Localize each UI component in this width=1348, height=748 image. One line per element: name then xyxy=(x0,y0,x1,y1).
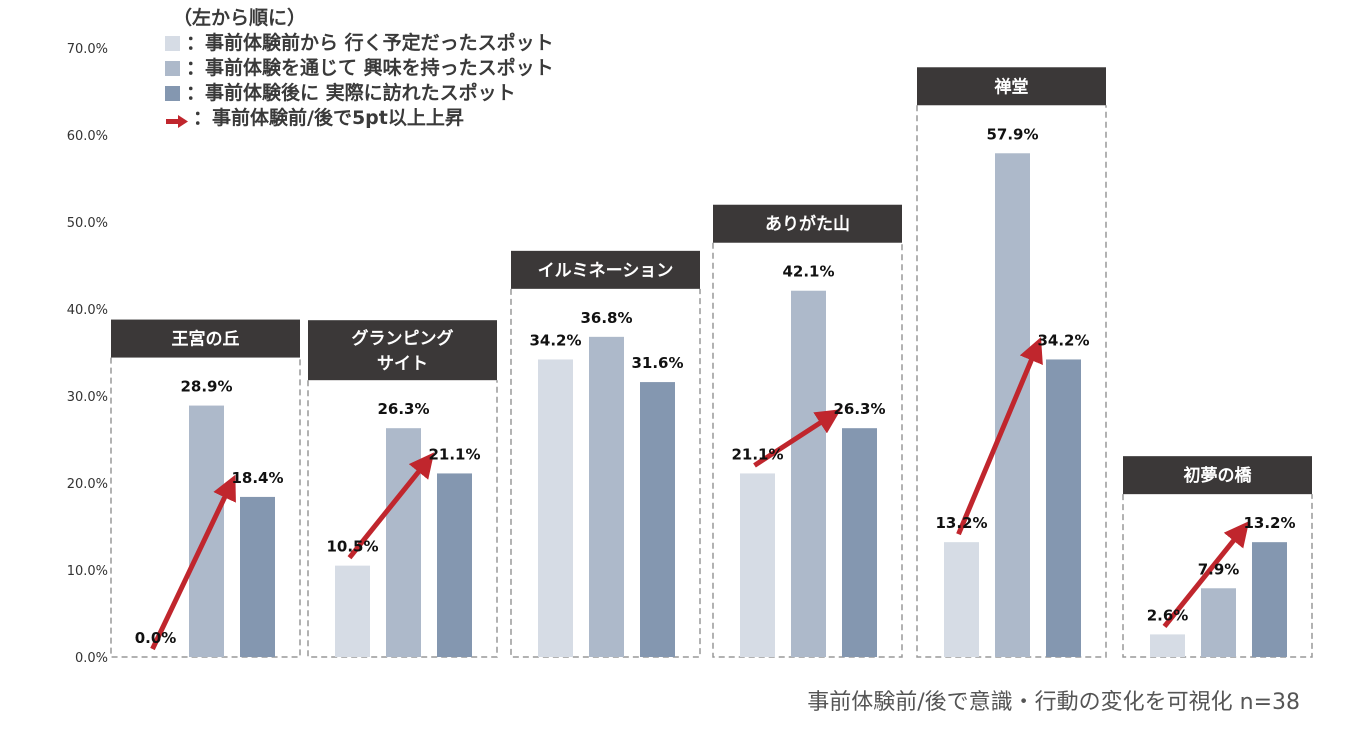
group-frame xyxy=(712,242,903,658)
increase-arrow xyxy=(753,409,842,468)
footer-note: 事前体験前/後で意識・行動の変化を可視化 n=38 xyxy=(807,690,1300,715)
legend-item-interest: ：事前体験を通じて 興味を持ったスポット xyxy=(165,56,554,81)
group-title: ありがた山 xyxy=(765,214,850,235)
y-tick-label: 20.0% xyxy=(67,477,108,492)
legend: （左から順に） ：事前体験前から 行く予定だったスポット ：事前体験を通じて 興… xyxy=(165,6,554,131)
data-label: 57.9% xyxy=(986,125,1038,143)
data-label: 13.2% xyxy=(935,514,987,532)
legend-arrow-icon xyxy=(165,111,189,128)
data-label: 26.3% xyxy=(377,400,429,418)
group-title: グランピング xyxy=(352,328,454,349)
group-title-box xyxy=(1123,456,1312,495)
legend-swatch-interest xyxy=(165,61,180,76)
legend-heading: （左から順に） xyxy=(173,7,307,29)
group-title: イルミネーション xyxy=(538,261,674,281)
legend-label-visited: ：事前体験後に 実際に訪れたスポット xyxy=(186,82,516,104)
data-label: 28.9% xyxy=(180,378,232,396)
data-label: 42.1% xyxy=(782,263,834,281)
y-tick-label: 50.0% xyxy=(67,216,108,231)
bar xyxy=(1046,359,1081,657)
data-label: 0.0% xyxy=(135,629,177,647)
increase-arrow xyxy=(347,452,435,560)
legend-item-arrow: ：事前体験前/後で5pt以上上昇 xyxy=(165,106,554,131)
bar xyxy=(740,473,775,657)
group-title-box xyxy=(308,320,497,381)
y-tick-label: 0.0% xyxy=(75,651,108,666)
increase-arrow xyxy=(1162,521,1250,628)
bar xyxy=(1150,634,1185,657)
bar xyxy=(640,382,675,657)
bar xyxy=(589,336,624,657)
bar xyxy=(1252,542,1287,657)
bar xyxy=(538,359,573,657)
group-title: 初夢の橋 xyxy=(1184,465,1253,486)
data-label: 26.3% xyxy=(833,400,885,418)
bar xyxy=(335,565,370,657)
data-label: 36.8% xyxy=(580,309,632,327)
legend-swatch-visited xyxy=(165,86,180,101)
bar xyxy=(240,496,275,657)
y-tick-label: 60.0% xyxy=(67,129,108,144)
group-frame xyxy=(1122,494,1313,658)
legend-swatch-before xyxy=(165,36,180,51)
group-title-box xyxy=(111,319,300,358)
bar xyxy=(437,473,472,657)
data-label: 21.1% xyxy=(428,445,480,463)
y-tick-label: 10.0% xyxy=(67,564,108,579)
bar xyxy=(386,428,421,657)
legend-item-before: ：事前体験前から 行く予定だったスポット xyxy=(165,31,554,56)
data-label: 34.2% xyxy=(529,331,581,349)
y-tick-label: 70.0% xyxy=(67,42,108,57)
data-label: 13.2% xyxy=(1243,514,1295,532)
legend-label-arrow: ：事前体験前/後で5pt以上上昇 xyxy=(193,107,464,129)
bar xyxy=(791,290,826,657)
group-title: 王宮の丘 xyxy=(172,329,240,350)
increase-arrow xyxy=(956,337,1043,536)
data-label: 34.2% xyxy=(1037,331,1089,349)
group-frame xyxy=(916,105,1107,658)
increase-arrow xyxy=(150,474,236,651)
group-title-box xyxy=(917,67,1106,106)
data-label: 18.4% xyxy=(231,469,283,487)
data-label: 10.5% xyxy=(326,538,378,556)
legend-item-visited: ：事前体験後に 実際に訪れたスポット xyxy=(165,81,554,106)
group-title: サイト xyxy=(377,354,428,374)
data-label: 7.9% xyxy=(1198,560,1240,578)
y-tick-label: 40.0% xyxy=(67,303,108,318)
group-title-box xyxy=(713,204,902,243)
bar xyxy=(1201,588,1236,657)
bar xyxy=(944,542,979,657)
group-title: 禅堂 xyxy=(994,76,1029,97)
data-label: 31.6% xyxy=(631,354,683,372)
data-label: 21.1% xyxy=(731,445,783,463)
y-tick-label: 30.0% xyxy=(67,390,108,405)
data-label: 2.6% xyxy=(1147,606,1189,624)
bar xyxy=(842,428,877,657)
legend-label-before: ：事前体験前から 行く予定だったスポット xyxy=(186,32,554,54)
legend-label-interest: ：事前体験を通じて 興味を持ったスポット xyxy=(186,57,554,79)
group-title-box xyxy=(511,250,700,289)
